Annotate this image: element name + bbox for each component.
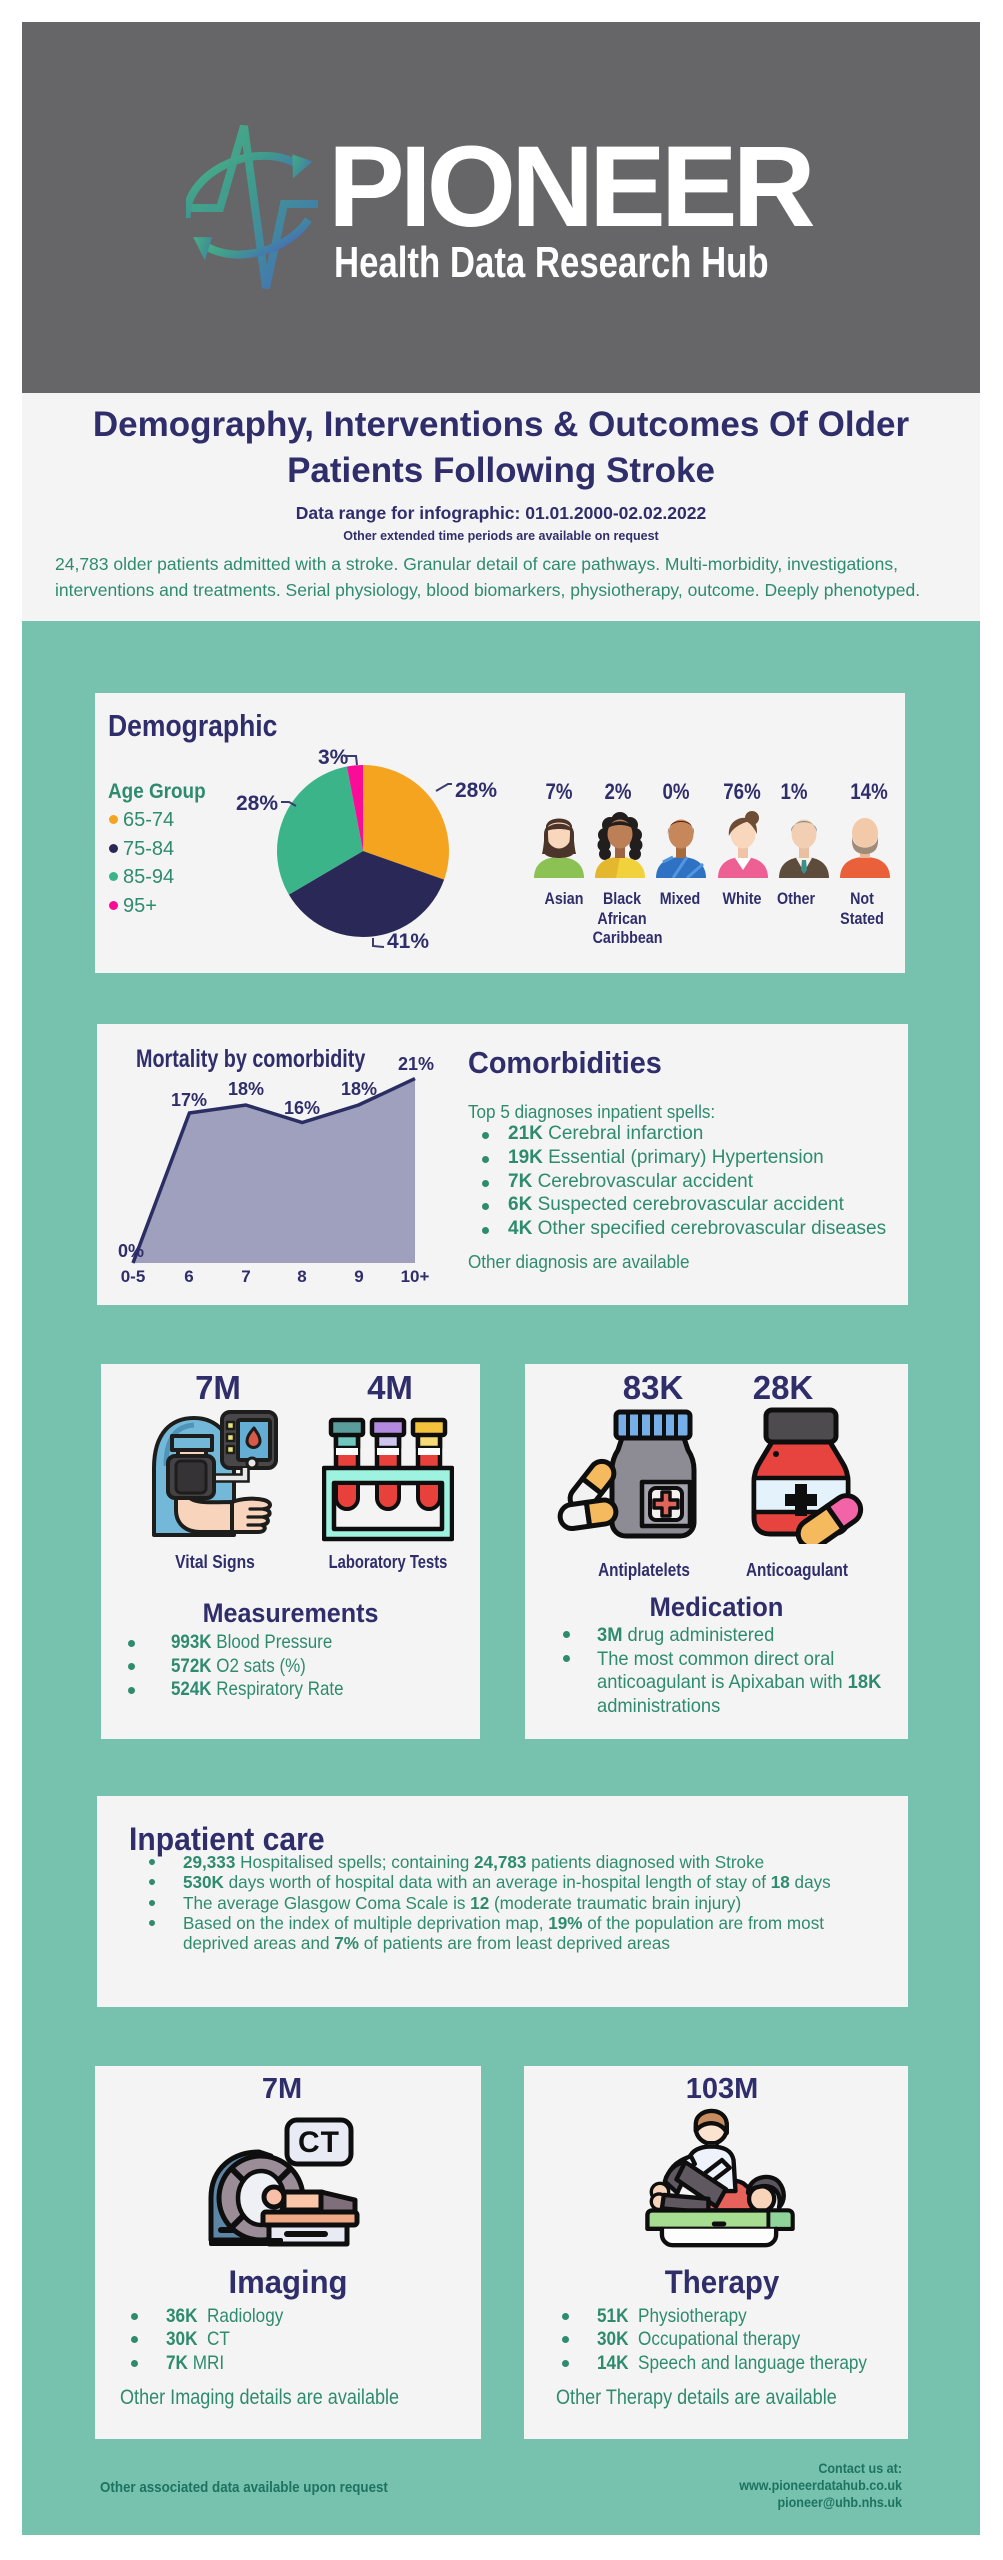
svg-text:CT: CT <box>298 2126 340 2159</box>
